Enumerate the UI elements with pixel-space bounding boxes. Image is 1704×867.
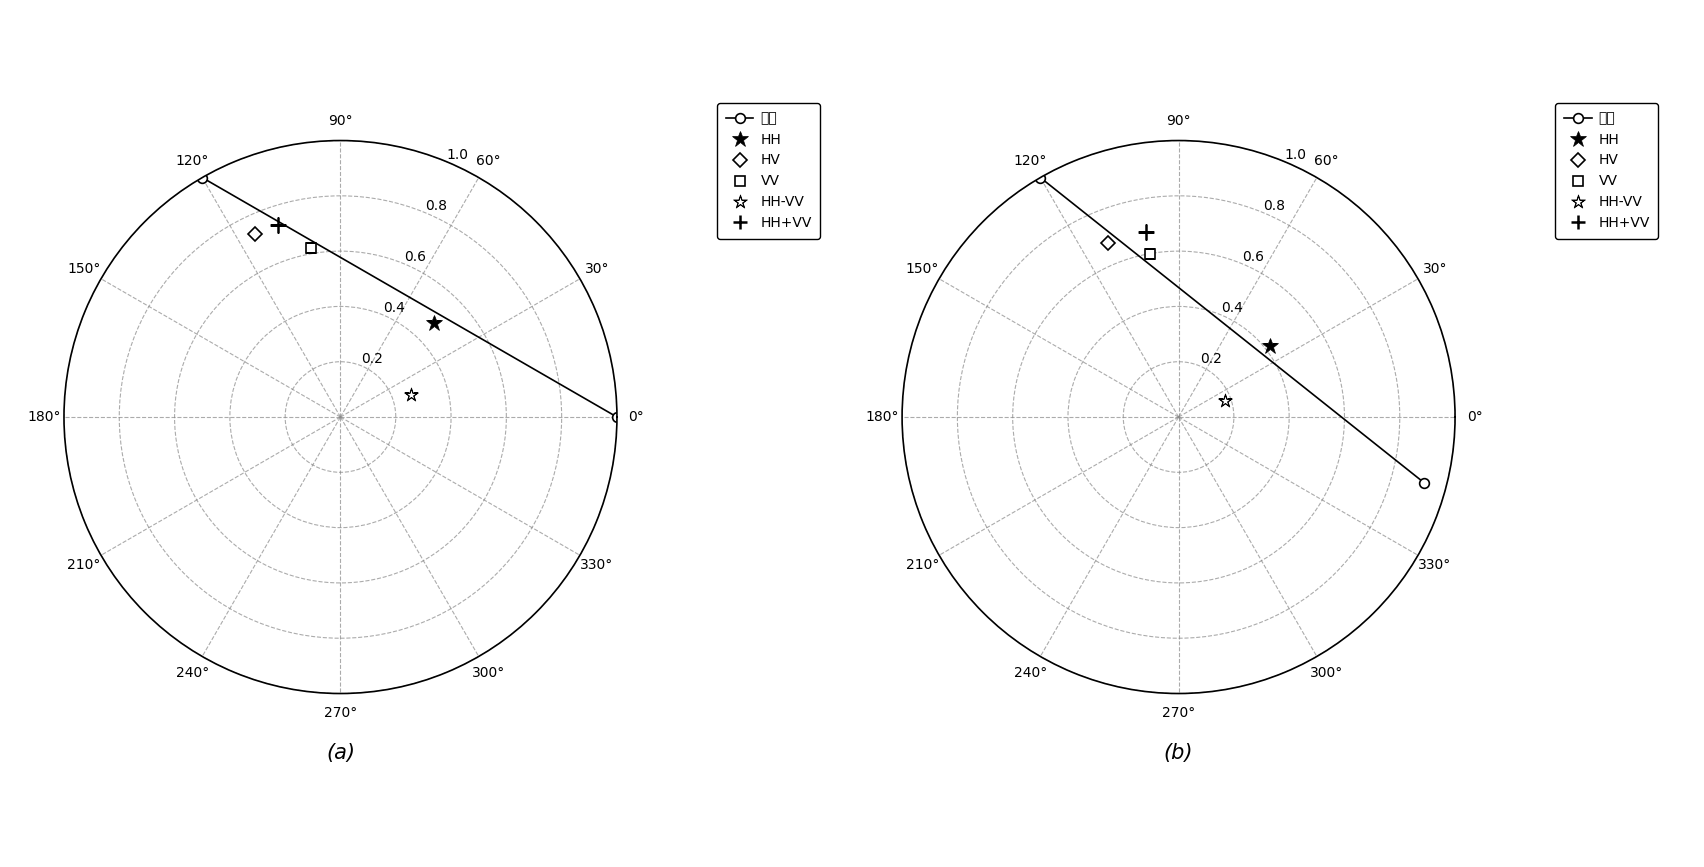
Text: (b): (b) — [1164, 743, 1193, 763]
Text: (a): (a) — [325, 743, 354, 763]
Legend: 交点, HH, HV, VV, HH-VV, HH+VV: 交点, HH, HV, VV, HH-VV, HH+VV — [717, 103, 820, 238]
Legend: 交点, HH, HV, VV, HH-VV, HH+VV: 交点, HH, HV, VV, HH-VV, HH+VV — [1556, 103, 1658, 238]
